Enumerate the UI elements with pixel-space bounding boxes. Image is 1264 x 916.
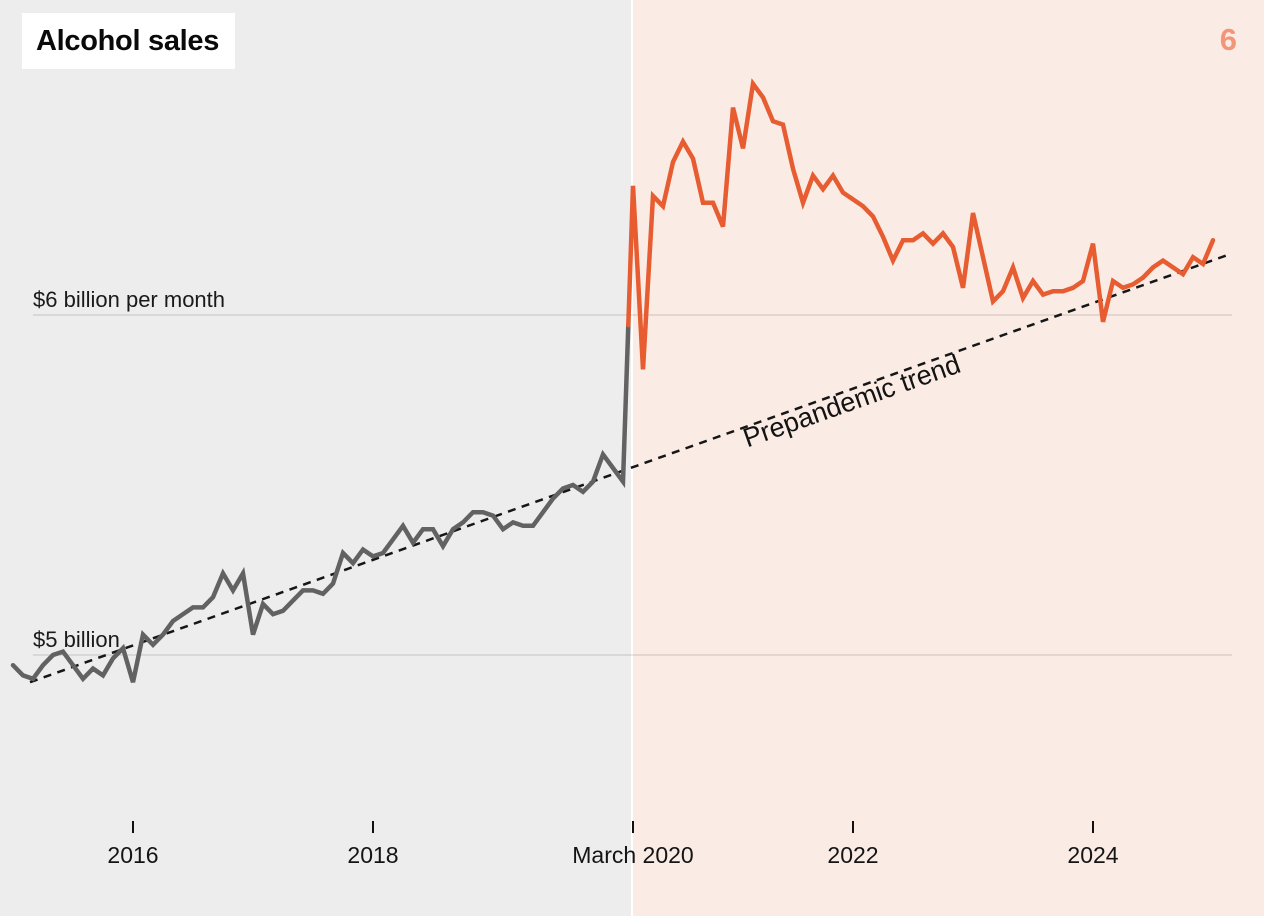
pandemic-period-band	[633, 0, 1264, 916]
prepandemic-trend-line	[29, 252, 1232, 684]
prepandemic-period-band	[0, 0, 631, 916]
x-axis-label: 2018	[347, 842, 399, 868]
x-axis-label: 2024	[1067, 842, 1119, 868]
chart-title: Alcohol sales	[22, 13, 236, 69]
x-axis-label: 2022	[827, 842, 879, 868]
prepandemic-sales-line	[10, 322, 631, 683]
y-axis-label: $6 billion per month	[33, 287, 226, 312]
y-axis-label: $5 billion	[33, 627, 120, 652]
pandemic-sales-line	[626, 78, 1216, 370]
x-axis-label: March 2020	[572, 842, 694, 868]
x-axis-label: 2016	[107, 842, 159, 868]
page-number-badge: 6	[1219, 22, 1237, 57]
